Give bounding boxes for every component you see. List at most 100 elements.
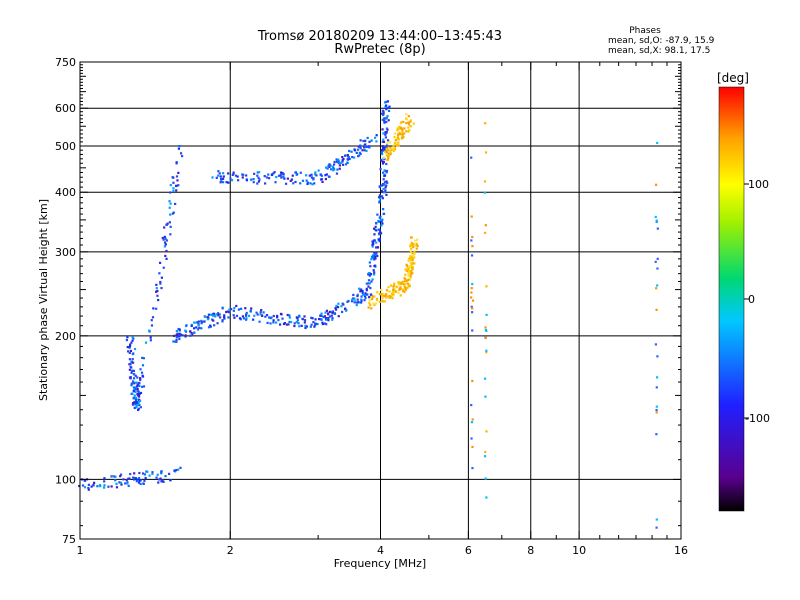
data-point (348, 149, 351, 153)
data-point (325, 318, 328, 321)
x-tick-label: 6 (465, 544, 472, 557)
data-point (470, 286, 473, 290)
data-point (175, 175, 179, 178)
data-point (383, 169, 386, 172)
data-point (132, 369, 135, 373)
data-point (131, 392, 134, 395)
grid-lines (80, 62, 681, 539)
data-point (175, 469, 178, 472)
data-point (137, 394, 140, 397)
data-point (339, 161, 343, 164)
data-point (282, 173, 285, 176)
data-point (158, 478, 161, 481)
data-point (401, 129, 404, 132)
data-point (401, 280, 404, 284)
data-point (386, 181, 389, 185)
data-point (252, 181, 255, 184)
data-point (357, 145, 360, 148)
data-point (391, 297, 394, 300)
data-point (373, 264, 376, 268)
data-point (382, 171, 385, 174)
data-point (310, 173, 313, 176)
data-point (371, 256, 374, 259)
data-point (274, 181, 277, 184)
data-point (415, 243, 418, 246)
data-point (232, 172, 235, 176)
data-point (178, 328, 181, 331)
data-point (142, 482, 145, 485)
data-point (175, 329, 178, 333)
data-point (137, 403, 140, 406)
data-point (380, 148, 383, 152)
data-point (330, 168, 333, 171)
data-point (655, 220, 658, 223)
data-point (253, 172, 256, 175)
data-point (310, 176, 314, 179)
data-point (386, 128, 389, 131)
data-point (411, 258, 414, 262)
data-point (485, 351, 488, 354)
data-point (403, 277, 407, 281)
data-point (326, 167, 329, 170)
data-point (219, 316, 222, 319)
data-point (401, 128, 404, 131)
data-point (403, 284, 406, 287)
x-axis-ticks: 1 2 4 6 8 10 16 (77, 62, 688, 557)
data-point (223, 317, 226, 320)
data-point (386, 139, 390, 142)
data-point (306, 182, 309, 186)
data-point (384, 136, 388, 139)
data-point (163, 235, 166, 239)
data-point (383, 119, 386, 122)
data-point (133, 406, 136, 409)
data-point (245, 311, 248, 315)
data-point (386, 100, 390, 103)
data-point (330, 314, 333, 317)
colorbar-tick-0: 0 (748, 293, 755, 306)
data-point (141, 472, 145, 475)
data-point (383, 174, 386, 178)
data-point (114, 475, 117, 478)
data-point (393, 142, 396, 145)
data-point (281, 317, 284, 320)
data-point (654, 260, 657, 263)
data-point (405, 263, 408, 267)
data-point (370, 307, 373, 310)
data-point (337, 315, 340, 318)
data-point (204, 315, 207, 318)
data-point (485, 496, 488, 499)
data-point (305, 179, 308, 182)
data-point (217, 170, 220, 173)
data-point (655, 308, 658, 311)
data-point (382, 112, 385, 115)
data-point (295, 321, 298, 324)
data-point (372, 227, 376, 230)
data-point (387, 150, 390, 153)
data-point (223, 316, 226, 319)
data-point (340, 305, 343, 308)
data-point (197, 324, 200, 327)
data-point (277, 319, 280, 322)
data-point (215, 313, 218, 316)
data-point (83, 486, 87, 489)
data-point (359, 152, 362, 156)
data-point (471, 245, 474, 248)
data-point (252, 318, 255, 321)
data-point (383, 183, 386, 186)
data-point (400, 121, 403, 124)
data-point (412, 253, 415, 257)
data-point (373, 271, 376, 274)
data-point (385, 296, 388, 299)
data-point (655, 433, 658, 436)
data-point (656, 257, 659, 260)
data-point (134, 390, 137, 394)
data-point (381, 152, 384, 156)
data-point (382, 156, 386, 159)
y-tick-label: 75 (62, 533, 76, 546)
data-point (384, 189, 387, 192)
data-point (392, 149, 396, 153)
data-point (392, 290, 395, 293)
data-point (232, 314, 235, 317)
data-point (376, 246, 380, 249)
data-point (357, 301, 360, 304)
